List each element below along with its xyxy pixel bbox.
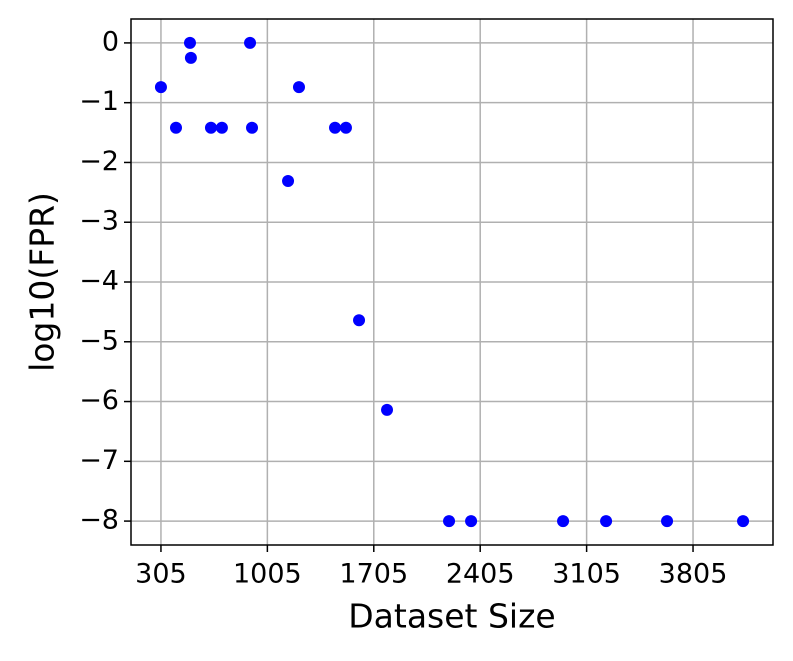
x-tick-label: 1005 [233, 559, 302, 590]
y-tick-label: −8 [79, 505, 119, 536]
point [183, 36, 196, 49]
point [292, 81, 305, 94]
y-tick-label: −6 [79, 385, 119, 416]
point [154, 81, 167, 94]
point [215, 121, 228, 134]
y-tick-label: −1 [79, 86, 119, 117]
point [737, 515, 750, 528]
point [443, 515, 456, 528]
x-tick-label: 1705 [339, 559, 408, 590]
y-tick-label: −4 [79, 266, 119, 297]
y-tick-label: −3 [79, 206, 119, 237]
point [465, 515, 478, 528]
y-tick-label: −2 [79, 146, 119, 177]
point [282, 174, 295, 187]
x-tick-label: 2405 [446, 559, 515, 590]
x-tick-label: 3105 [552, 559, 621, 590]
point [244, 36, 257, 49]
point [353, 314, 366, 327]
y-tick-label: −7 [79, 445, 119, 476]
x-tick-label: 305 [135, 559, 187, 590]
point [381, 403, 394, 416]
point [169, 121, 182, 134]
point [246, 121, 259, 134]
point [661, 515, 674, 528]
point [329, 121, 342, 134]
point [339, 121, 352, 134]
y-tick-label: −5 [79, 325, 119, 356]
point [184, 51, 197, 64]
x-axis-label: Dataset Size [348, 597, 555, 636]
x-tick-label: 3805 [659, 559, 728, 590]
point [557, 515, 570, 528]
point [600, 515, 613, 528]
y-tick-label: 0 [102, 26, 119, 57]
plot-frame [130, 18, 774, 546]
y-axis-label: log10(FPR) [23, 192, 62, 372]
point [204, 121, 217, 134]
